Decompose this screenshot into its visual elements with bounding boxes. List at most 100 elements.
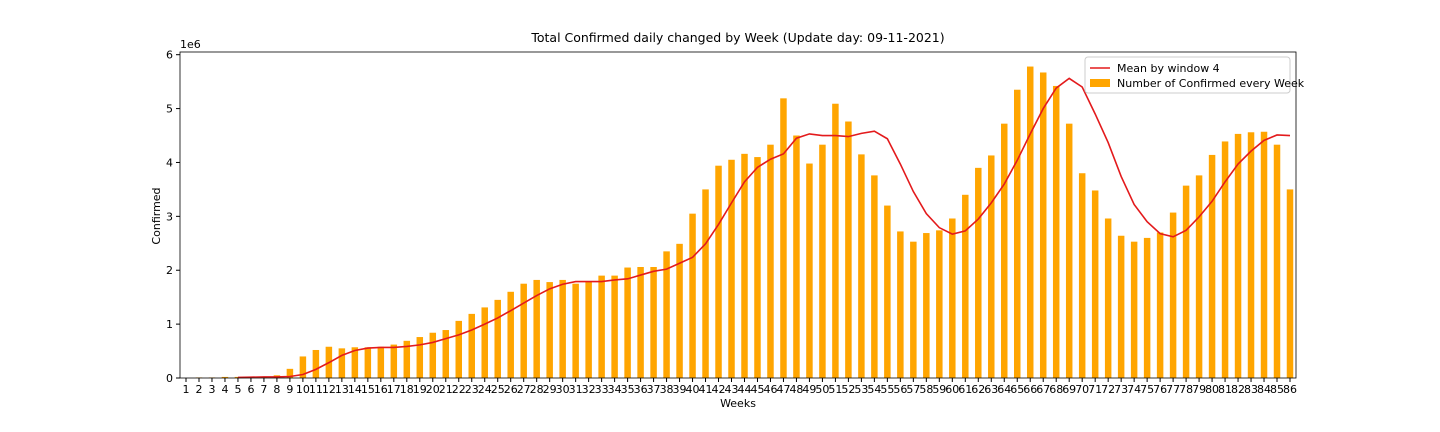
x-tick-label: 12 xyxy=(322,383,336,396)
y-tick-label: 5 xyxy=(166,103,173,116)
x-tick-label: 31 xyxy=(569,383,583,396)
bar xyxy=(871,175,878,378)
x-tick-label: 68 xyxy=(1049,383,1063,396)
bar xyxy=(1195,175,1203,378)
x-tick-label: 83 xyxy=(1244,383,1258,396)
bar xyxy=(845,121,852,378)
line xyxy=(237,77,1291,379)
x-tick-label: 54 xyxy=(867,383,881,396)
bar xyxy=(923,233,930,378)
bar xyxy=(1001,123,1008,379)
bar xyxy=(1039,72,1047,378)
x-tick-label: 8 xyxy=(273,383,280,396)
bar xyxy=(338,348,346,378)
bar xyxy=(715,165,722,378)
bar xyxy=(936,230,943,378)
x-tick-label: 4 xyxy=(221,383,228,396)
x-tick-label: 50 xyxy=(815,383,829,396)
x-tick-label: 81 xyxy=(1218,383,1232,396)
bar xyxy=(286,368,294,378)
bar xyxy=(572,283,579,378)
x-tick-label: 65 xyxy=(1010,383,1024,396)
x-tick-label: 42 xyxy=(712,383,726,396)
y-tick-label: 4 xyxy=(166,156,173,169)
x-tick-label: 56 xyxy=(893,383,907,396)
bar xyxy=(702,189,709,378)
x-tick-label: 70 xyxy=(1075,383,1089,396)
bar xyxy=(494,299,501,378)
x-tick-label: 58 xyxy=(919,383,933,396)
x-tick-label: 36 xyxy=(634,383,648,396)
x-tick-label: 32 xyxy=(582,383,596,396)
x-tick-label: 80 xyxy=(1205,383,1219,396)
bar xyxy=(1078,173,1086,378)
bar xyxy=(1104,218,1112,378)
y-tick-label: 0 xyxy=(166,372,173,385)
bar xyxy=(520,283,527,378)
x-tick-label: 11 xyxy=(309,383,323,396)
x-tick-label: 29 xyxy=(543,383,557,396)
x-tick-label: 55 xyxy=(880,383,894,396)
bar xyxy=(767,144,774,378)
x-tick-label: 45 xyxy=(750,383,764,396)
x-tick-label: 73 xyxy=(1114,383,1128,396)
x-tick-label: 3 xyxy=(208,383,215,396)
bar xyxy=(663,251,670,378)
x-tick-label: 23 xyxy=(465,383,479,396)
x-axis-label: Weeks xyxy=(720,397,756,410)
x-tick-label: 21 xyxy=(439,383,453,396)
bar xyxy=(637,266,644,378)
y-axis-label: Confirmed xyxy=(150,187,163,244)
x-tick-label: 49 xyxy=(802,383,816,396)
bar xyxy=(1065,123,1073,379)
legend-swatch xyxy=(1090,79,1110,87)
x-tick-label: 28 xyxy=(530,383,544,396)
bar xyxy=(897,231,904,378)
x-tick-label: 44 xyxy=(737,383,751,396)
x-tick-label: 9 xyxy=(286,383,293,396)
bar xyxy=(351,347,359,378)
bar xyxy=(728,159,735,378)
y-offset-label: 1e6 xyxy=(180,38,201,51)
bar xyxy=(312,349,320,378)
bar xyxy=(442,330,450,378)
y-tick-label: 6 xyxy=(166,49,173,62)
x-tick-label: 18 xyxy=(400,383,414,396)
bar xyxy=(1208,154,1216,378)
bar xyxy=(468,313,475,378)
x-tick-label: 74 xyxy=(1127,383,1141,396)
bar xyxy=(1169,212,1177,378)
bar xyxy=(1026,66,1034,378)
bar xyxy=(390,344,398,378)
bar xyxy=(507,291,514,378)
x-tick-label: 69 xyxy=(1062,383,1076,396)
x-tick-label: 66 xyxy=(1023,383,1037,396)
bar xyxy=(832,103,839,378)
x-tick-label: 14 xyxy=(348,383,362,396)
x-tick-label: 43 xyxy=(725,383,739,396)
chart-title: Total Confirmed daily changed by Week (U… xyxy=(530,30,944,45)
bar xyxy=(416,337,424,378)
bar xyxy=(858,154,865,378)
bar xyxy=(884,205,891,378)
bar xyxy=(1273,144,1281,378)
x-tick-label: 30 xyxy=(556,383,570,396)
bar xyxy=(793,135,800,378)
x-tick-label: 40 xyxy=(686,383,700,396)
x-tick-label: 35 xyxy=(621,383,635,396)
x-tick-label: 76 xyxy=(1153,383,1167,396)
x-tick-label: 6 xyxy=(247,383,254,396)
bar xyxy=(650,266,657,378)
x-tick-label: 27 xyxy=(517,383,531,396)
bar xyxy=(1052,85,1060,378)
x-tick-label: 64 xyxy=(997,383,1011,396)
x-tick-label: 13 xyxy=(335,383,349,396)
bar xyxy=(533,279,540,378)
bar xyxy=(1182,185,1190,378)
plot-frame xyxy=(179,51,1297,379)
x-tick-label: 72 xyxy=(1101,383,1115,396)
bar xyxy=(962,194,969,378)
bar xyxy=(1130,241,1138,378)
